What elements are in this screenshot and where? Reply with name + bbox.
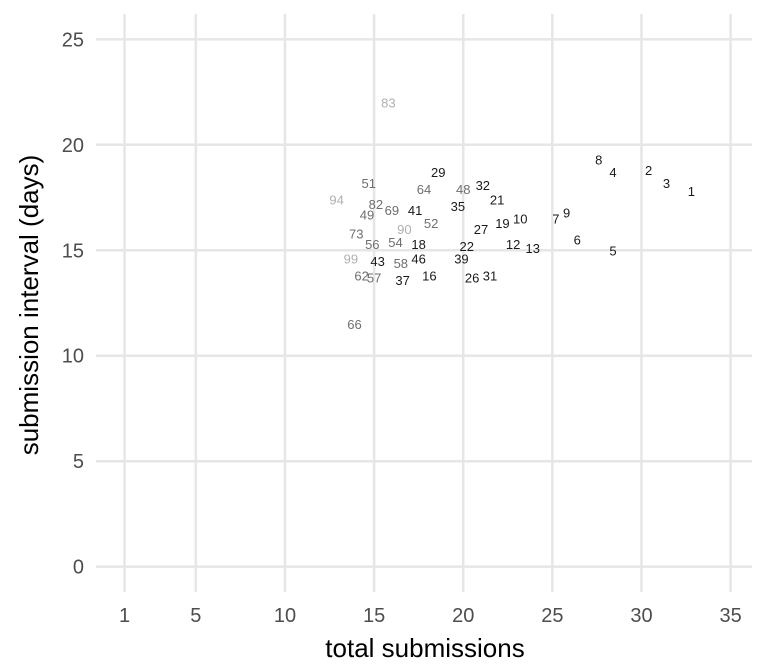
point-label: 66 (347, 317, 361, 332)
point-label: 83 (381, 96, 395, 111)
point-label: 2 (645, 163, 652, 178)
point-label: 37 (395, 273, 409, 288)
point-label: 5 (609, 243, 616, 258)
x-axis-ticks: 1 5 10 15 20 25 30 35 (119, 605, 742, 627)
y-tick-label: 15 (62, 240, 84, 262)
point-label: 52 (424, 216, 438, 231)
x-tick-label: 15 (363, 605, 385, 627)
point-label: 58 (394, 256, 408, 271)
point-label: 8 (595, 153, 602, 168)
point-label: 3 (663, 176, 670, 191)
point-label: 35 (451, 199, 465, 214)
point-label: 90 (397, 222, 411, 237)
point-label: 51 (362, 176, 376, 191)
x-tick-label: 1 (119, 605, 130, 627)
point-label: 6 (574, 233, 581, 248)
point-label: 7 (552, 212, 559, 227)
point-label: 32 (476, 178, 490, 193)
point-label: 43 (370, 254, 384, 269)
point-label: 1 (688, 184, 695, 199)
point-label: 16 (422, 269, 436, 284)
point-label: 9 (563, 205, 570, 220)
point-label: 48 (456, 182, 470, 197)
x-tick-label: 35 (719, 605, 741, 627)
x-axis-title: total submissions (325, 633, 524, 663)
point-label: 13 (526, 241, 540, 256)
point-label: 19 (495, 216, 509, 231)
y-axis-title: submission interval (days) (14, 155, 44, 456)
point-label: 41 (408, 203, 422, 218)
y-tick-label: 20 (62, 135, 84, 157)
point-label: 21 (490, 193, 504, 208)
point-label: 31 (483, 269, 497, 284)
point-label: 39 (454, 252, 468, 267)
y-tick-label: 0 (73, 557, 84, 579)
y-axis-ticks: 0 5 10 15 20 25 (62, 29, 84, 578)
y-tick-label: 25 (62, 29, 84, 51)
x-tick-label: 25 (541, 605, 563, 627)
point-label: 62 (354, 269, 368, 284)
point-label: 4 (609, 165, 616, 180)
x-tick-label: 10 (274, 605, 296, 627)
x-tick-label: 20 (452, 605, 474, 627)
point-label: 82 (369, 197, 383, 212)
point-label: 56 (365, 237, 379, 252)
point-label: 57 (367, 271, 381, 286)
point-label: 99 (344, 252, 358, 267)
point-label: 94 (329, 193, 343, 208)
y-tick-label: 10 (62, 346, 84, 368)
point-label: 73 (349, 226, 363, 241)
grid (96, 14, 752, 592)
x-tick-label: 30 (630, 605, 652, 627)
point-label: 22 (460, 239, 474, 254)
point-label: 27 (474, 222, 488, 237)
point-label: 69 (385, 203, 399, 218)
point-label: 29 (431, 165, 445, 180)
point-label: 10 (513, 212, 527, 227)
point-label: 49 (360, 207, 374, 222)
point-label: 46 (411, 252, 425, 267)
y-tick-label: 5 (73, 451, 84, 473)
point-label: 18 (411, 237, 425, 252)
point-label: 12 (506, 237, 520, 252)
point-label: 54 (388, 235, 402, 250)
point-label: 64 (417, 182, 431, 197)
x-tick-label: 5 (190, 605, 201, 627)
point-label: 26 (465, 271, 479, 286)
